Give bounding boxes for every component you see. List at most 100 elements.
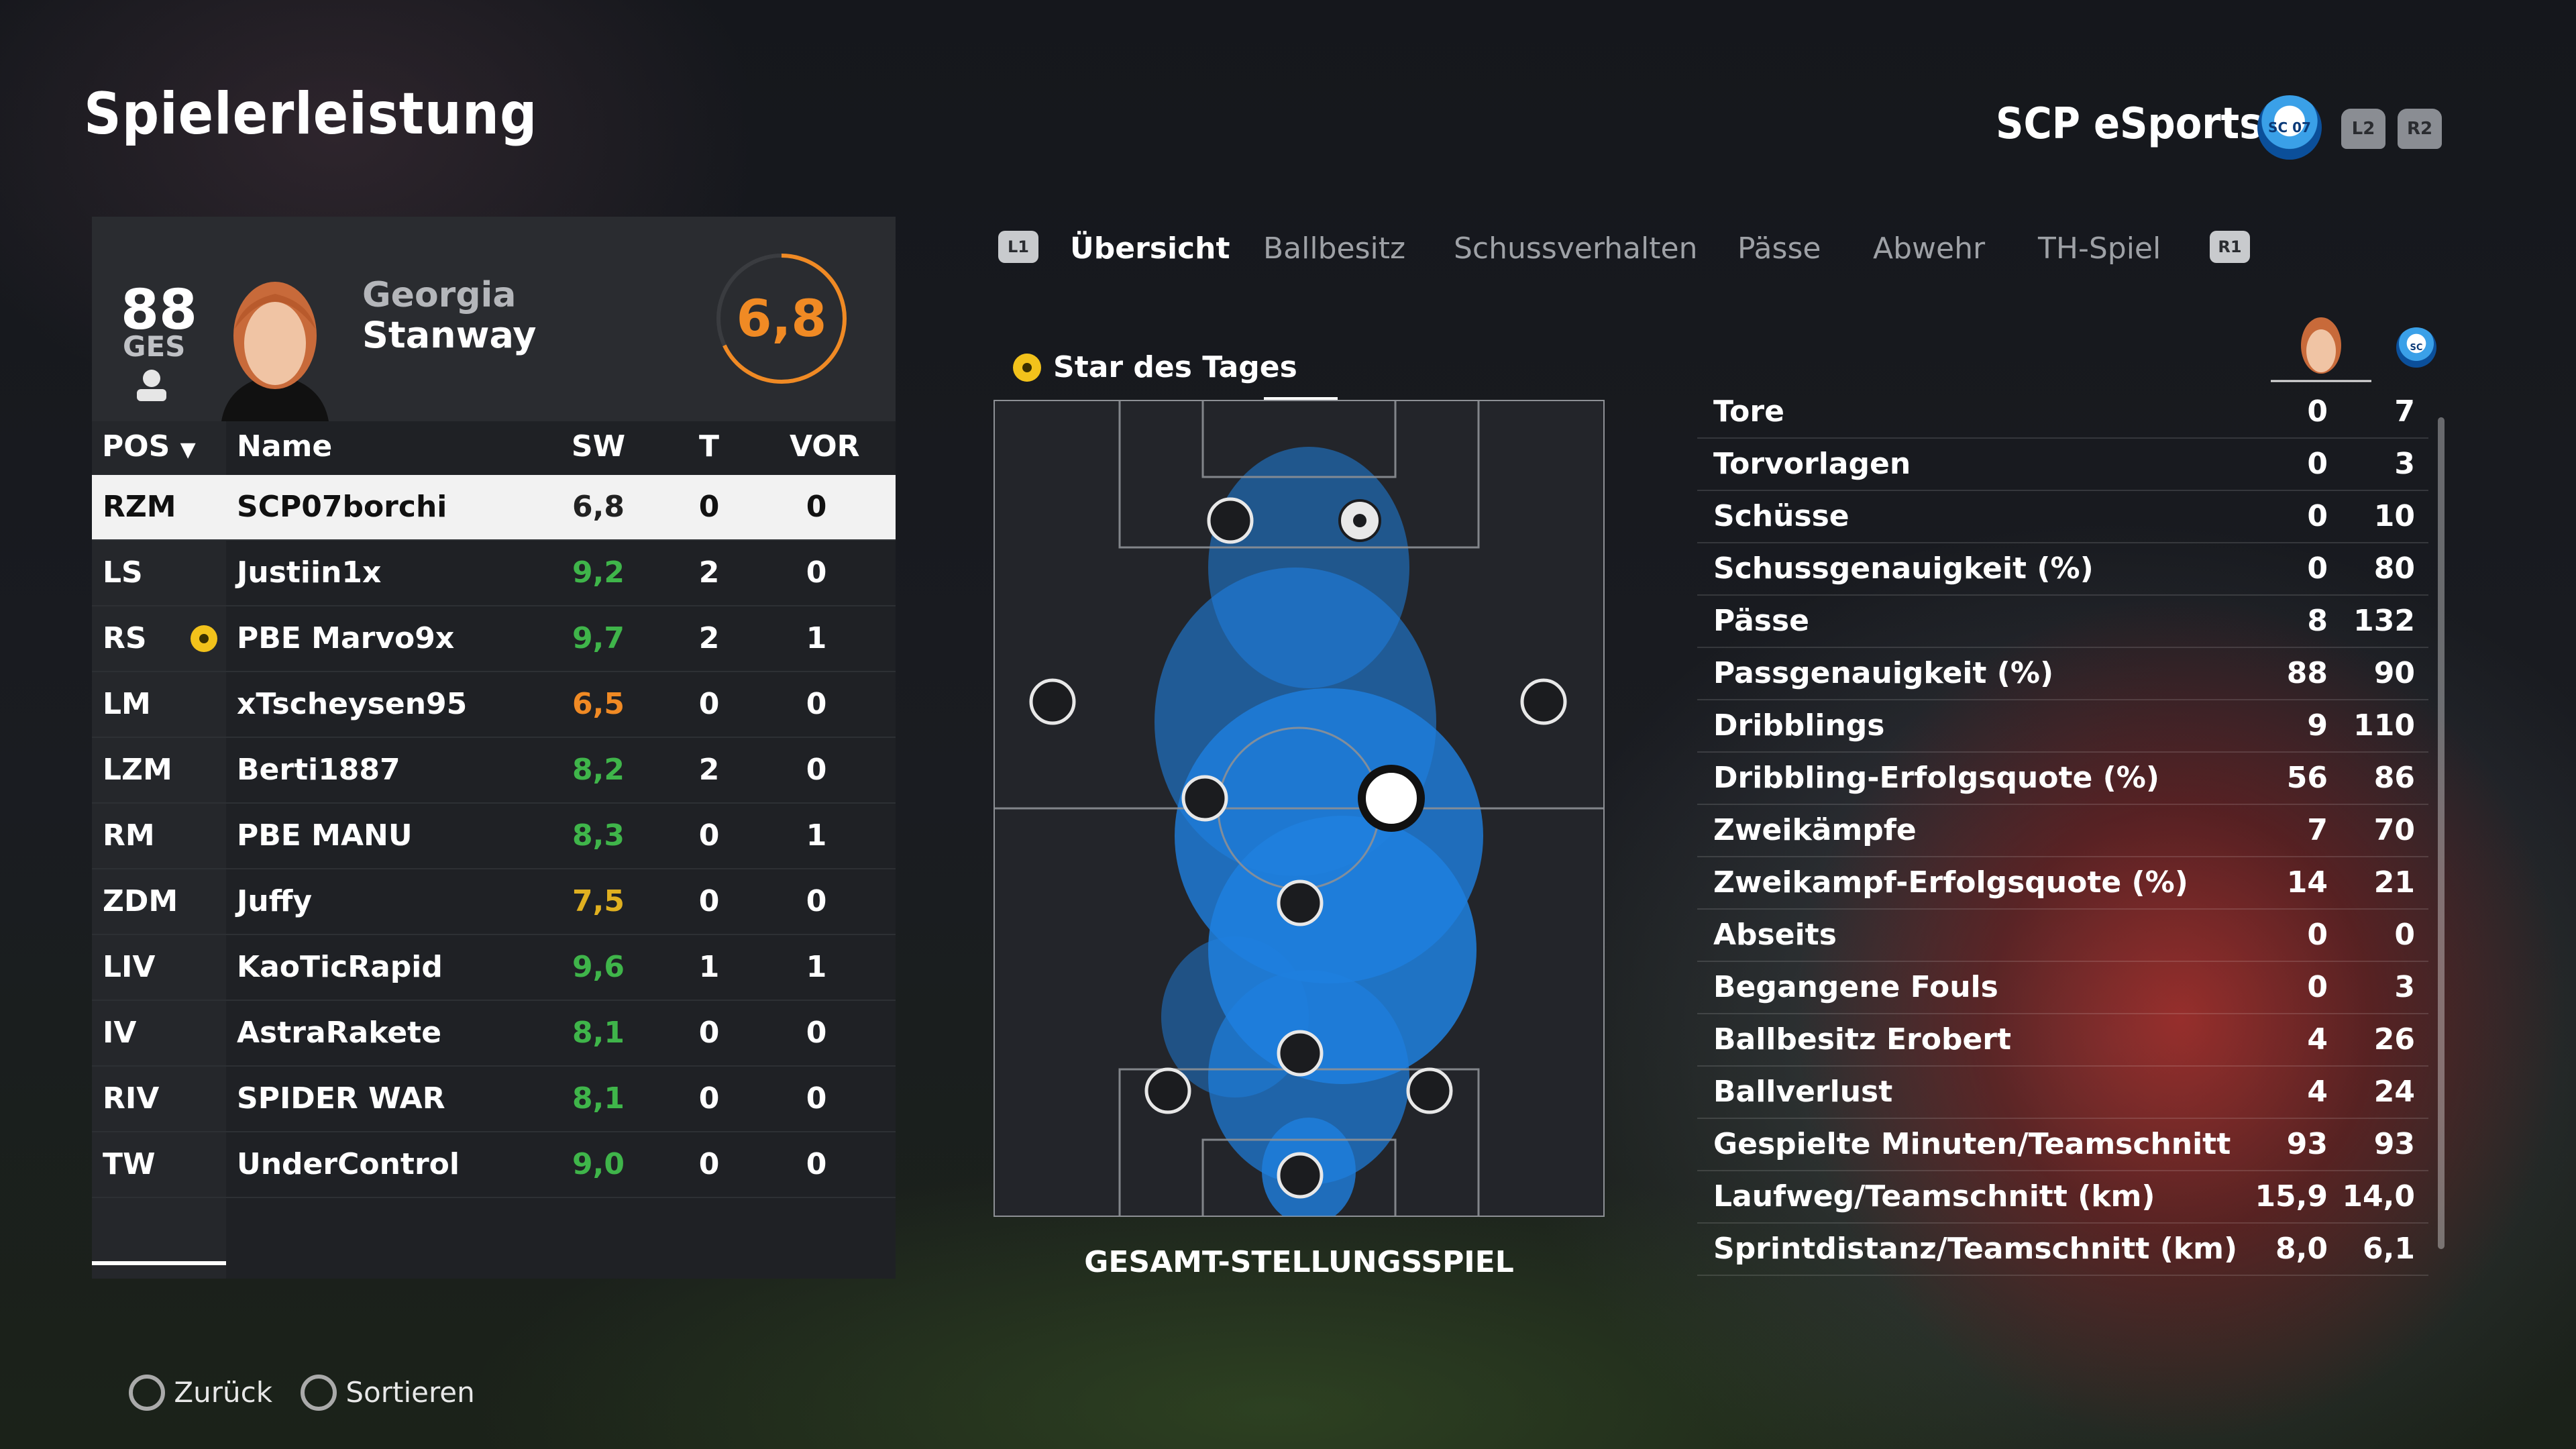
row-position: ZDM [103,884,178,918]
stat-team-value: 86 [2373,761,2415,795]
stat-row: Torvorlagen 0 3 [1697,437,2428,491]
table-row[interactable]: TW UnderControl 9,0 0 0 [92,1132,896,1198]
tab-paesse[interactable]: Pässe [1737,231,1821,266]
table-row[interactable]: LS Justiin1x 9,2 2 0 [92,541,896,606]
row-player-name: PBE Marvo9x [237,621,455,655]
table-row[interactable]: LIV KaoTicRapid 9,6 1 1 [92,935,896,1001]
stat-player-value: 0 [2307,551,2328,586]
header-pos[interactable]: POS ▼ [102,429,196,464]
tab-ballbesitz[interactable]: Ballbesitz [1263,231,1406,266]
row-position: LZM [103,753,172,787]
player-card [92,217,896,421]
row-assists: 0 [806,1081,827,1116]
header-sw[interactable]: SW [571,429,626,464]
square-button-icon [301,1374,337,1411]
stat-row: Passgenauigkeit (%) 88 90 [1697,647,2428,700]
table-row[interactable]: ZDM Juffy 7,5 0 0 [92,869,896,935]
row-position: RZM [103,490,176,524]
row-goals: 2 [698,753,720,787]
stat-team-value: 0 [2394,918,2415,952]
stat-row: Gespielte Minuten/Teamschnitt 93 93 [1697,1118,2428,1171]
table-row[interactable]: RIV SPIDER WAR 8,1 0 0 [92,1067,896,1132]
stat-row: Sprintdistanz/Teamschnitt (km) 8,0 6,1 [1697,1222,2428,1276]
stat-team-value: 10 [2373,499,2415,533]
header-name[interactable]: Name [237,429,333,464]
tab-uebersicht[interactable]: Übersicht [1070,231,1230,266]
stat-label: Schüsse [1713,499,1849,533]
row-goals: 0 [698,1147,720,1181]
stat-label: Abseits [1713,918,1837,952]
scroll-indicator [92,1261,226,1265]
stat-player-value: 0 [2307,918,2328,952]
stat-label: Tore [1713,394,1784,429]
table-row[interactable]: IV AstraRakete 8,1 0 0 [92,1001,896,1067]
row-assists: 0 [806,1016,827,1050]
stat-label: Passgenauigkeit (%) [1713,656,2054,690]
tab-abwehr[interactable]: Abwehr [1873,231,1986,266]
player-portrait [221,282,329,421]
row-rating: 9,0 [572,1147,625,1181]
stat-player-value: 0 [2307,394,2328,429]
back-button[interactable]: Zurück [129,1374,272,1411]
row-rating: 8,1 [572,1081,625,1116]
header-t[interactable]: T [698,429,719,464]
tab-schussverhalten[interactable]: Schussverhalten [1454,231,1698,266]
header-vor[interactable]: VOR [790,429,860,464]
person-icon [137,370,166,401]
stat-label: Schussgenauigkeit (%) [1713,551,2094,586]
row-assists: 0 [806,555,827,590]
stat-player-value: 15,9 [2255,1179,2328,1214]
row-position: TW [103,1147,156,1181]
row-goals: 0 [698,687,720,721]
pos-column-bg [92,421,226,1279]
stat-label: Sprintdistanz/Teamschnitt (km) [1713,1232,2238,1266]
row-player-name: AstraRakete [237,1016,442,1050]
player-first-name: Georgia [362,275,517,315]
stat-row: Ballbesitz Erobert 4 26 [1697,1013,2428,1067]
table-row[interactable]: LZM Berti1887 8,2 2 0 [92,738,896,804]
row-assists: 1 [806,818,827,853]
stat-team-value: 70 [2373,813,2415,847]
stat-player-value: 9 [2307,708,2328,743]
row-rating: 6,5 [572,687,625,721]
tab-th-spiel[interactable]: TH-Spiel [2038,231,2161,266]
table-row[interactable]: RM PBE MANU 8,3 0 1 [92,804,896,869]
row-position: RIV [103,1081,160,1116]
player-thumb-icon [2271,317,2371,382]
table-row[interactable]: RS PBE Marvo9x 9,7 2 1 [92,606,896,672]
stat-team-value: 21 [2373,865,2415,900]
stat-team-value: 90 [2373,656,2415,690]
team-thumb-icon: SC [2396,327,2436,368]
stat-team-value: 3 [2394,970,2415,1004]
row-player-name: Berti1887 [237,753,400,787]
stat-team-value: 6,1 [2363,1232,2415,1266]
row-position: LIV [103,950,156,984]
team-badge-icon: SC 07 [2257,95,2322,160]
stat-team-value: 7 [2394,394,2415,429]
stat-team-value: 132 [2353,604,2415,638]
r1-button-icon[interactable]: R1 [2210,231,2250,263]
table-row[interactable]: LM xTscheysen95 6,5 0 0 [92,672,896,738]
positioning-heatmap [994,400,1605,1217]
r2-trigger-icon[interactable]: R2 [2398,109,2442,149]
row-rating: 9,7 [572,621,625,655]
page-title: Spielerleistung [84,80,538,148]
team-name: SCP eSports [1996,99,2263,149]
stats-scrollbar[interactable] [2438,417,2445,1249]
row-rating: 7,5 [572,884,625,918]
stat-label: Dribblings [1713,708,1885,743]
stat-player-value: 8 [2307,604,2328,638]
table-row[interactable]: RZM SCP07borchi 6,8 0 0 [92,475,896,541]
rating-ring [716,254,847,384]
stat-label: Ballverlust [1713,1075,1893,1109]
sort-button[interactable]: Sortieren [301,1374,475,1411]
row-rating: 8,2 [572,753,625,787]
row-player-name: KaoTicRapid [237,950,443,984]
l2-trigger-icon[interactable]: L2 [2341,109,2385,149]
row-goals: 2 [698,555,720,590]
row-goals: 0 [698,884,720,918]
l1-button-icon[interactable]: L1 [998,231,1038,263]
stat-row: Abseits 0 0 [1697,908,2428,962]
circle-button-icon [129,1374,165,1411]
stat-label: Dribbling-Erfolgsquote (%) [1713,761,2159,795]
